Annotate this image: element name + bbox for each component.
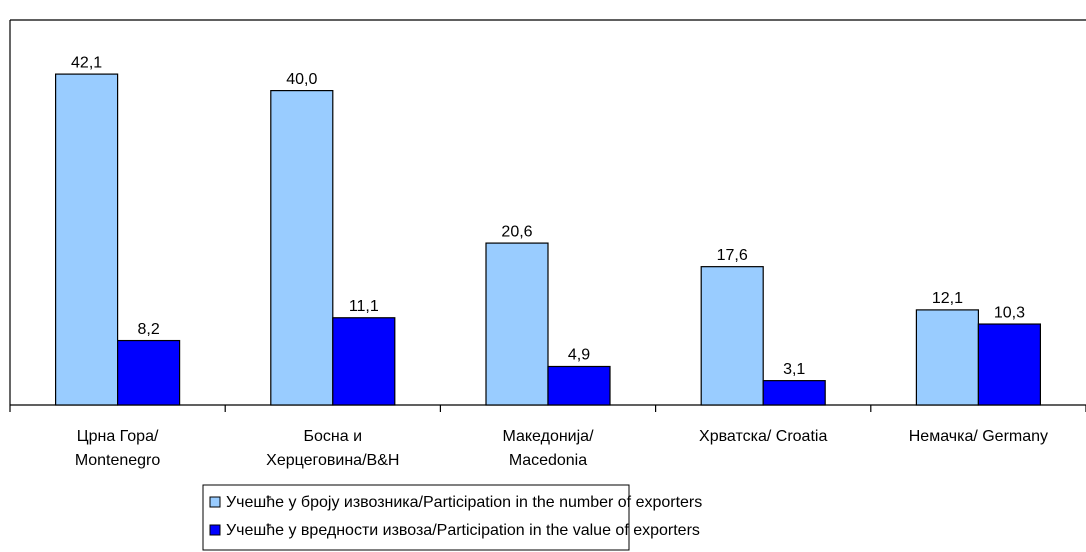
data-label: 10,3: [994, 304, 1025, 321]
data-label: 3,1: [783, 361, 805, 378]
bar: [700, 266, 764, 406]
x-tick-label: Црна Гора/Montenegro: [75, 428, 160, 469]
bar: [332, 317, 396, 406]
data-label: 8,2: [137, 321, 159, 338]
bar: [270, 89, 334, 406]
bar: [762, 380, 826, 406]
bar: [547, 365, 611, 406]
legend-label: Учешће у броју извозника/Participation i…: [226, 494, 702, 511]
x-tick-label-line: Немачка/ Germany: [909, 428, 1048, 445]
data-label: 40,0: [286, 71, 317, 88]
x-tick-label-line: Macedonia: [509, 452, 587, 469]
x-tick-label-line: Македонија/: [502, 428, 594, 445]
data-label: 12,1: [932, 290, 963, 307]
legend-label: Учешће у вредности извоза/Participation …: [226, 522, 700, 539]
x-tick-label-line: Црна Гора/: [77, 428, 159, 445]
data-label: 17,6: [717, 247, 748, 264]
data-label: 20,6: [501, 223, 532, 240]
bar: [915, 309, 980, 406]
bar: [116, 339, 181, 406]
legend-swatch: [209, 496, 221, 508]
x-tick-label-line: Херцеговина/B&H: [266, 452, 399, 469]
x-tick-label-line: Montenegro: [75, 452, 160, 469]
x-tick-label-line: Хрватска/ Croatia: [699, 428, 827, 445]
bar: [485, 242, 549, 406]
data-label: 42,1: [71, 54, 102, 71]
x-tick-label: Немачка/ Germany: [909, 428, 1048, 445]
legend-swatch: [209, 524, 221, 536]
x-tick-label: Босна и Херцеговина/B&H: [266, 428, 399, 469]
x-tick-label: Македонија/Macedonia: [502, 428, 594, 469]
x-tick-label: Хрватска/ Croatia: [699, 428, 827, 445]
data-label: 4,9: [568, 347, 590, 364]
legend: [202, 484, 630, 551]
bar: [977, 323, 1042, 406]
bar: [54, 73, 119, 406]
x-tick-label-line: Босна и: [304, 428, 363, 445]
data-label: 11,1: [349, 298, 379, 315]
